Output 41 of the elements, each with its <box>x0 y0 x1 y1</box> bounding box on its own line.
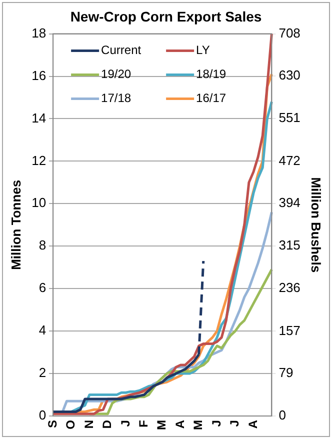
x-tick-label: J <box>209 420 224 427</box>
legend-label: 17/18 <box>101 91 132 106</box>
y2-tick-label: 236 <box>278 280 300 296</box>
x-tick-label: A <box>172 420 187 429</box>
x-tick-label: J <box>118 420 132 427</box>
legend-label: 18/19 <box>196 67 226 82</box>
y2-axis-title: Million Bushels <box>308 177 324 273</box>
y-tick-label: 2 <box>38 365 46 380</box>
x-tick-label: M <box>154 420 169 430</box>
legend-label: 19/20 <box>101 67 132 82</box>
x-tick-label: A <box>246 420 260 429</box>
y-tick-label: 10 <box>32 195 46 210</box>
y2-tick-label: 157 <box>278 322 300 338</box>
y-tick-label: 4 <box>38 322 46 338</box>
y2-tick-label: 394 <box>278 194 300 210</box>
y2-tick-label: 315 <box>278 238 300 253</box>
y2-tick-label: 551 <box>278 110 300 126</box>
chart-title: New-Crop Corn Export Sales <box>70 8 262 24</box>
x-tick-label: N <box>82 420 96 429</box>
y-tick-label: 0 <box>38 408 46 423</box>
y-tick-label: 6 <box>38 280 46 296</box>
y2-tick-label: 708 <box>278 25 300 40</box>
x-tick-label: D <box>100 420 114 429</box>
legend-label: LY <box>196 43 210 58</box>
y-tick-label: 8 <box>38 238 46 253</box>
x-tick-label: M <box>191 420 206 430</box>
y-tick-label: 14 <box>32 110 46 126</box>
y2-tick-label: 630 <box>278 67 300 82</box>
y2-tick-label: 472 <box>278 152 300 168</box>
x-tick-label: J <box>228 420 242 427</box>
y-tick-label: 16 <box>32 68 46 83</box>
y-tick-label: 12 <box>32 152 46 168</box>
x-tick-label: O <box>64 420 78 430</box>
y2-tick-label: 79 <box>278 364 294 380</box>
y-axis-title: Million Tonnes <box>8 180 24 270</box>
legend-label: 16/17 <box>196 91 226 106</box>
y2-tick-label: 0 <box>278 408 286 423</box>
legend-label: Current <box>101 43 142 58</box>
x-tick-label: S <box>45 420 60 428</box>
x-tick-label: F <box>136 420 150 428</box>
y-tick-label: 18 <box>32 25 46 40</box>
